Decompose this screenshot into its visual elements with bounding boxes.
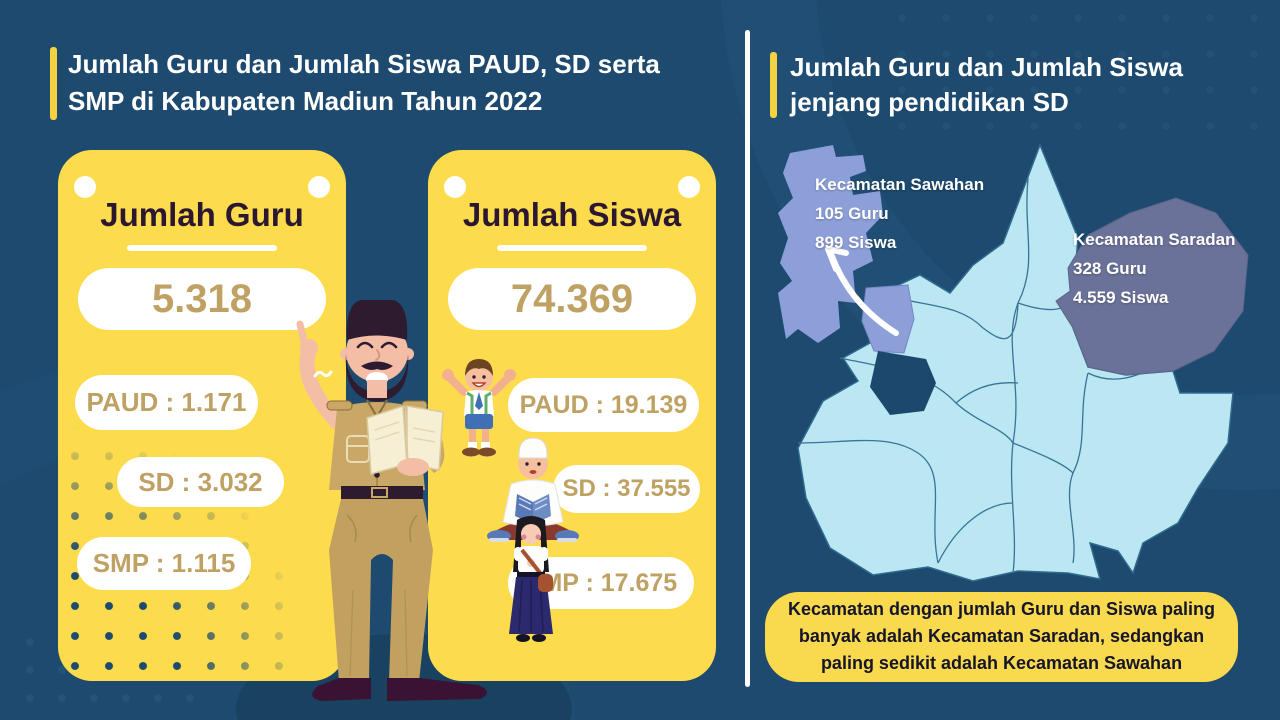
reading-boy-illustration (487, 437, 579, 542)
guru-card-title: Jumlah Guru (100, 196, 304, 233)
teacher-illustration (296, 300, 488, 701)
district-borders (797, 177, 1169, 574)
saradan-guru: 328 Guru (1073, 259, 1147, 278)
page-title: Jumlah Guru dan Jumlah Siswa PAUD, SD se… (68, 46, 660, 120)
guru-paud-badge: PAUD : 1.171 (75, 375, 258, 430)
sawahan-guru: 105 Guru (815, 204, 889, 223)
page-title-line1: Jumlah Guru dan Jumlah Siswa PAUD, SD se… (68, 49, 660, 79)
saradan-label: Kecamatan Saradan 328 Guru 4.559 Siswa (1073, 225, 1236, 312)
title-underline (127, 245, 277, 251)
map-title-line2: jenjang pendidikan SD (790, 87, 1069, 117)
guru-smp-badge: SMP : 1.115 (77, 537, 251, 590)
guru-total-badge: 5.318 (78, 268, 326, 330)
siswa-total-badge: 74.369 (448, 268, 696, 330)
dot-pattern (880, 0, 1280, 150)
page-title-line2: SMP di Kabupaten Madiun Tahun 2022 (68, 86, 543, 116)
map-section-title: Jumlah Guru dan Jumlah Siswa jenjang pen… (790, 50, 1183, 120)
curved-arrow-icon (825, 246, 899, 336)
region-saradan (1055, 197, 1249, 376)
siswa-paud-badge: PAUD : 19.139 (508, 378, 699, 432)
siswa-card-title: Jumlah Siswa (462, 196, 682, 233)
title-underline (497, 245, 647, 251)
region-sawahan (861, 284, 915, 354)
sawahan-siswa: 899 Siswa (815, 233, 897, 252)
region-dark-district (870, 351, 936, 415)
guru-sd-badge: SD : 3.032 (117, 457, 284, 507)
section-divider (745, 30, 750, 687)
corner-dot (678, 176, 700, 198)
siswa-sd-badge: SD : 37.555 (553, 465, 700, 513)
map-title-line1: Jumlah Guru dan Jumlah Siswa (790, 52, 1183, 82)
note-line2: banyak adalah Kecamatan Saradan, sedangk… (798, 626, 1205, 646)
guru-card: Jumlah Guru 5.318 PAUD : 1.171 SD : 3.03… (58, 150, 346, 681)
corner-dot (308, 176, 330, 198)
sawahan-label: Kecamatan Sawahan 105 Guru 899 Siswa (815, 170, 984, 257)
title-accent-bar (50, 47, 57, 120)
region-sawahan-callout (778, 145, 883, 343)
corner-dot (74, 176, 96, 198)
cheering-boy-illustration (442, 359, 516, 457)
conclusion-note: Kecamatan dengan jumlah Guru dan Siswa p… (765, 592, 1238, 682)
schoolgirl-illustration (509, 516, 553, 642)
title-accent-bar (770, 52, 777, 118)
corner-dot (444, 176, 466, 198)
saradan-siswa: 4.559 Siswa (1073, 288, 1169, 307)
saradan-name: Kecamatan Saradan (1073, 230, 1236, 249)
madiun-map (778, 143, 1249, 582)
sawahan-name: Kecamatan Sawahan (815, 175, 985, 194)
note-line3: paling sedikit adalah Kecamatan Sawahan (820, 653, 1183, 673)
note-line1: Kecamatan dengan jumlah Guru dan Siswa p… (787, 599, 1216, 619)
